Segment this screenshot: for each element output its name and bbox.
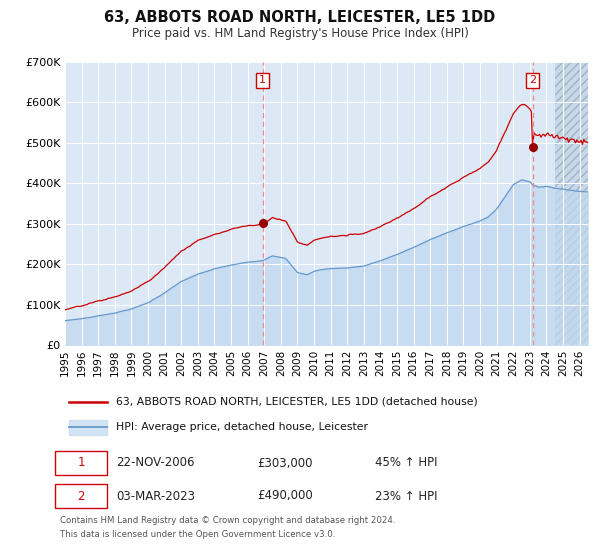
- Text: 03-MAR-2023: 03-MAR-2023: [116, 489, 196, 502]
- Text: Contains HM Land Registry data © Crown copyright and database right 2024.: Contains HM Land Registry data © Crown c…: [60, 516, 395, 525]
- Text: Price paid vs. HM Land Registry's House Price Index (HPI): Price paid vs. HM Land Registry's House …: [131, 27, 469, 40]
- Bar: [555, 62, 588, 345]
- Text: £490,000: £490,000: [257, 489, 313, 502]
- Text: 2: 2: [529, 76, 536, 85]
- Text: £303,000: £303,000: [257, 456, 313, 469]
- Text: 2: 2: [77, 489, 85, 502]
- Text: 1: 1: [259, 76, 266, 85]
- Text: 63, ABBOTS ROAD NORTH, LEICESTER, LE5 1DD: 63, ABBOTS ROAD NORTH, LEICESTER, LE5 1D…: [104, 10, 496, 25]
- FancyBboxPatch shape: [55, 484, 107, 508]
- Text: 23% ↑ HPI: 23% ↑ HPI: [375, 489, 437, 502]
- Text: 63, ABBOTS ROAD NORTH, LEICESTER, LE5 1DD (detached house): 63, ABBOTS ROAD NORTH, LEICESTER, LE5 1D…: [116, 397, 478, 407]
- Text: HPI: Average price, detached house, Leicester: HPI: Average price, detached house, Leic…: [116, 422, 368, 432]
- Text: 1: 1: [77, 456, 85, 469]
- Text: 22-NOV-2006: 22-NOV-2006: [116, 456, 195, 469]
- Text: 45% ↑ HPI: 45% ↑ HPI: [375, 456, 437, 469]
- FancyBboxPatch shape: [55, 451, 107, 475]
- Text: This data is licensed under the Open Government Licence v3.0.: This data is licensed under the Open Gov…: [60, 530, 335, 539]
